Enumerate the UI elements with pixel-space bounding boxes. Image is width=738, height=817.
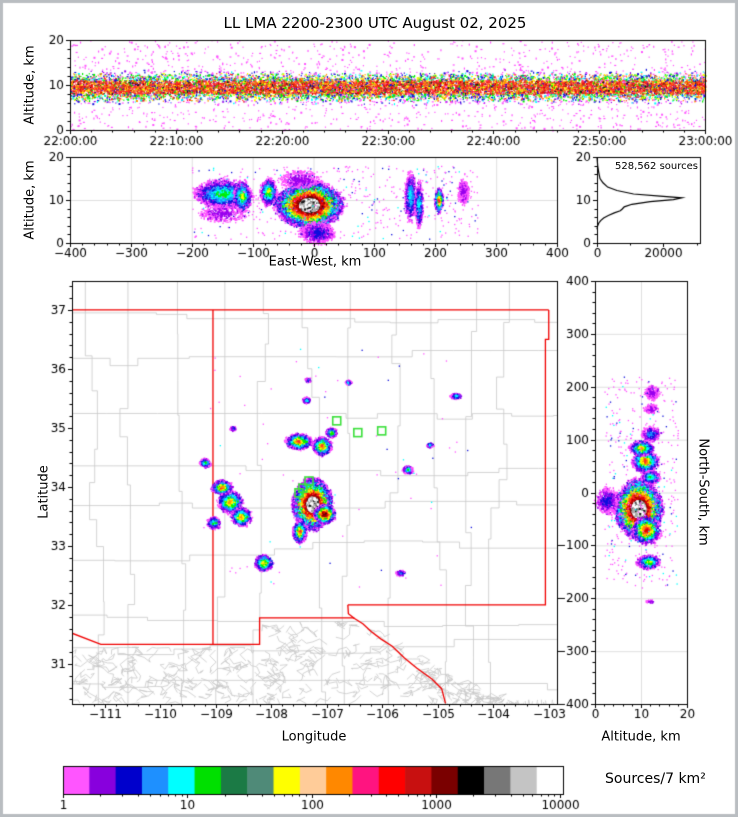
figure-canvas: [0, 0, 738, 817]
lma-figure: LL LMA 2200-2300 UTC August 02, 2025 Alt…: [0, 0, 738, 817]
